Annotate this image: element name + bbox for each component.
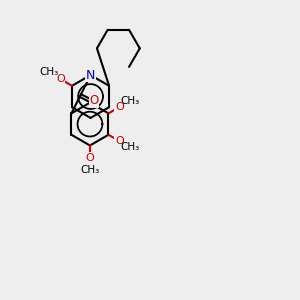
Text: O: O [90,94,99,107]
Text: O: O [115,136,124,146]
Text: CH₃: CH₃ [39,68,58,77]
Text: N: N [86,69,95,82]
Text: O: O [85,153,94,163]
Text: O: O [115,102,124,112]
Text: O: O [56,74,65,84]
Text: CH₃: CH₃ [121,142,140,152]
Text: CH₃: CH₃ [121,96,140,106]
Text: CH₃: CH₃ [80,165,100,176]
